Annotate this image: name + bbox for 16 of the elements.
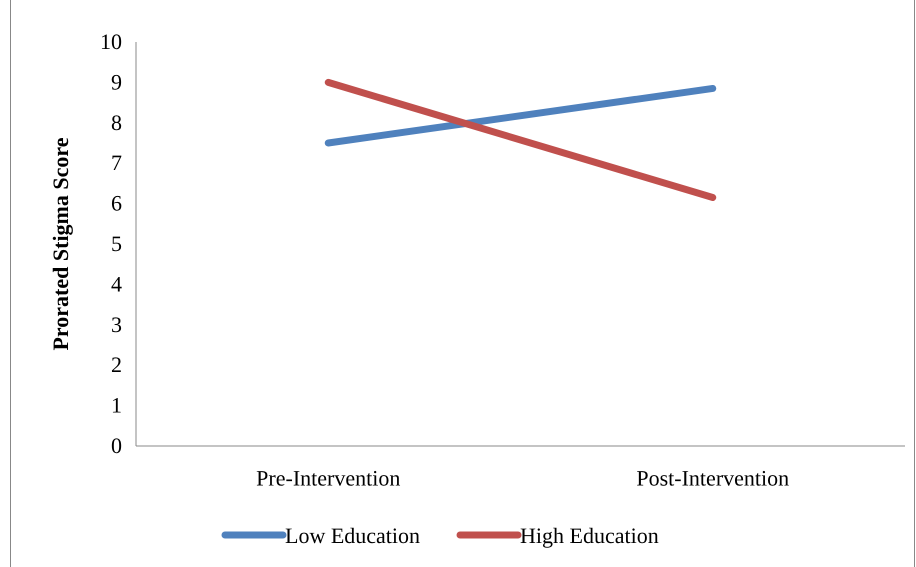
y-tick-label: 1: [111, 392, 122, 418]
y-tick-label: 0: [111, 433, 122, 458]
y-tick-label: 4: [111, 271, 122, 296]
y-tick-label: 10: [100, 29, 122, 54]
y-tick-label: 5: [111, 231, 122, 256]
y-tick-label: 3: [111, 312, 122, 337]
y-tick-label: 2: [111, 352, 122, 378]
legend-label: High Education: [520, 523, 659, 548]
y-tick-label: 8: [111, 110, 122, 135]
x-tick-label: Pre-Intervention: [256, 466, 400, 491]
x-tick-label: Post-Intervention: [636, 466, 790, 491]
y-axis-title: Prorated Stigma Score: [48, 137, 73, 351]
y-tick-label: 6: [111, 190, 122, 216]
y-tick-label: 9: [111, 69, 122, 94]
y-tick-label: 7: [111, 150, 122, 176]
legend-label: Low Education: [285, 523, 420, 548]
